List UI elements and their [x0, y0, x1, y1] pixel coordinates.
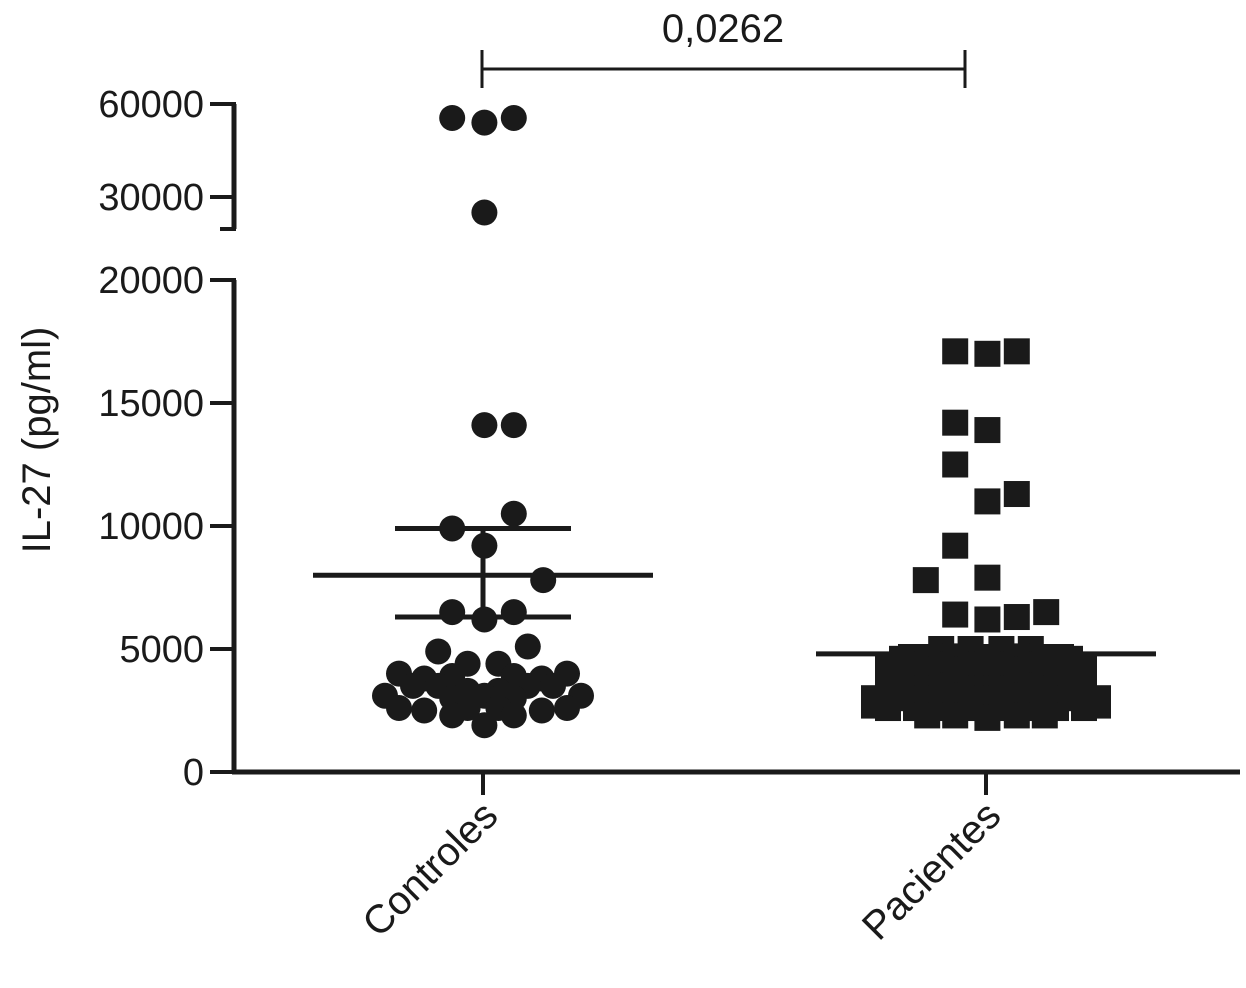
- data-point-pacientes: [942, 338, 969, 365]
- data-point-controles: [528, 697, 555, 724]
- x-ticks: [481, 772, 988, 795]
- data-point-pacientes: [974, 417, 1001, 444]
- data-point-pacientes: [942, 601, 969, 628]
- data-point-pacientes: [1033, 599, 1060, 626]
- data-point-pacientes: [1003, 702, 1030, 729]
- significance-bracket: [480, 50, 967, 88]
- mean-sem-bars: [313, 525, 1156, 664]
- data-point-controles: [471, 712, 498, 739]
- y-ticks: 0 5000 10000 15000 20000 30000 60000: [98, 84, 236, 794]
- data-point-pacientes: [875, 695, 901, 722]
- data-point-pacientes: [974, 564, 1001, 591]
- data-point-pacientes: [1003, 481, 1030, 508]
- data-point-pacientes: [974, 704, 1001, 731]
- data-point-pacientes: [1003, 338, 1030, 365]
- data-point-pacientes: [974, 488, 1001, 515]
- data-point-controles: [530, 567, 557, 594]
- data-point-controles: [471, 199, 498, 226]
- data-point-pacientes: [1003, 604, 1030, 631]
- p-value-label: 0,0262: [662, 7, 784, 51]
- data-point-pacientes: [942, 409, 969, 436]
- data-point-controles: [500, 702, 527, 729]
- category-label-controles: Controles: [354, 793, 506, 945]
- data-point-controles: [500, 104, 527, 131]
- y-tick-label: 20000: [98, 260, 204, 302]
- data-point-pacientes: [942, 532, 969, 559]
- data-point-pacientes: [974, 606, 1001, 633]
- y-tick-label: 60000: [98, 84, 204, 126]
- category-label-pacientes: Pacientes: [854, 793, 1009, 948]
- data-point-controles: [500, 599, 527, 626]
- data-point-controles: [500, 412, 527, 439]
- data-point-pacientes: [1031, 702, 1058, 729]
- y-tick-label: 30000: [98, 177, 204, 219]
- y-tick-label: 15000: [98, 383, 204, 425]
- data-point-controles: [471, 412, 498, 439]
- data-point-controles: [386, 695, 412, 722]
- data-point-controles: [500, 500, 527, 527]
- data-point-controles: [554, 695, 580, 722]
- data-points: [372, 104, 1111, 739]
- data-point-pacientes: [914, 702, 941, 729]
- data-point-pacientes: [912, 567, 939, 594]
- y-tick-label: 0: [183, 752, 204, 794]
- data-point-pacientes: [942, 702, 969, 729]
- data-point-pacientes: [1085, 692, 1111, 719]
- data-point-controles: [439, 599, 466, 626]
- data-point-controles: [411, 697, 438, 724]
- y-tick-label: 10000: [98, 506, 204, 548]
- data-point-pacientes: [942, 451, 969, 478]
- data-point-controles: [439, 104, 466, 131]
- data-point-controles: [425, 638, 452, 665]
- y-axis-title: IL-27 (pg/ml): [15, 327, 59, 554]
- y-tick-label: 5000: [119, 629, 204, 671]
- data-point-controles: [540, 672, 566, 699]
- data-point-pacientes: [974, 340, 1001, 367]
- data-point-controles: [514, 633, 541, 660]
- data-point-controles: [400, 672, 426, 699]
- data-point-controles: [439, 702, 466, 729]
- data-point-controles: [471, 109, 498, 136]
